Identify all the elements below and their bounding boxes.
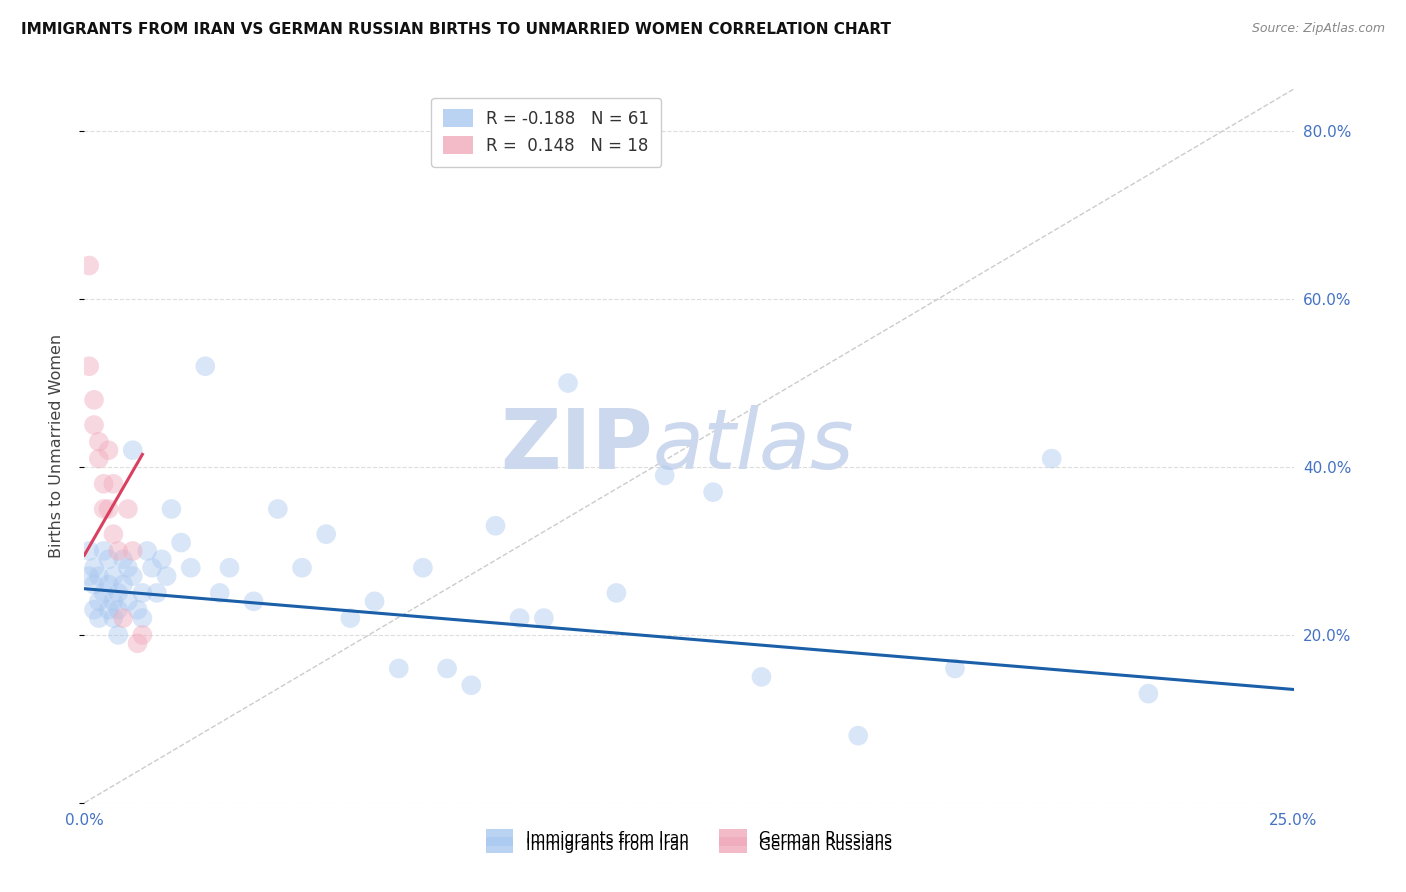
Point bbox=[107, 586, 129, 600]
Point bbox=[103, 527, 125, 541]
Point bbox=[943, 661, 966, 675]
Point bbox=[291, 560, 314, 574]
Point bbox=[103, 476, 125, 491]
Point bbox=[702, 485, 724, 500]
Point bbox=[93, 544, 115, 558]
Point bbox=[107, 628, 129, 642]
Point bbox=[509, 611, 531, 625]
Text: atlas: atlas bbox=[652, 406, 855, 486]
Point bbox=[484, 518, 506, 533]
Point bbox=[533, 611, 555, 625]
Point bbox=[117, 502, 139, 516]
Point bbox=[117, 560, 139, 574]
Point bbox=[93, 476, 115, 491]
Point bbox=[150, 552, 173, 566]
Point bbox=[170, 535, 193, 549]
Y-axis label: Births to Unmarried Women: Births to Unmarried Women bbox=[49, 334, 63, 558]
Point bbox=[846, 729, 869, 743]
Point bbox=[121, 544, 143, 558]
Point bbox=[83, 417, 105, 432]
Point bbox=[136, 544, 159, 558]
Point bbox=[155, 569, 177, 583]
Point bbox=[127, 603, 149, 617]
Point bbox=[160, 502, 183, 516]
Point bbox=[363, 594, 385, 608]
Point bbox=[83, 603, 105, 617]
Point bbox=[267, 502, 290, 516]
Point bbox=[339, 611, 361, 625]
Point bbox=[107, 603, 129, 617]
Point bbox=[87, 434, 110, 449]
Point bbox=[112, 611, 135, 625]
Point bbox=[93, 586, 115, 600]
Point bbox=[87, 569, 110, 583]
Point bbox=[97, 552, 120, 566]
Point bbox=[315, 527, 337, 541]
Point bbox=[131, 586, 153, 600]
Point bbox=[77, 544, 100, 558]
Point bbox=[460, 678, 482, 692]
Point bbox=[77, 259, 100, 273]
Point bbox=[141, 560, 163, 574]
Point bbox=[83, 560, 105, 574]
Point bbox=[412, 560, 434, 574]
Point bbox=[1137, 687, 1160, 701]
Text: ZIP: ZIP bbox=[501, 406, 652, 486]
Point bbox=[242, 594, 264, 608]
Point bbox=[117, 594, 139, 608]
Point bbox=[103, 611, 125, 625]
Point bbox=[97, 443, 120, 458]
Point bbox=[112, 577, 135, 591]
Point bbox=[83, 392, 105, 407]
Point bbox=[180, 560, 202, 574]
Point bbox=[97, 577, 120, 591]
Point bbox=[388, 661, 411, 675]
Point bbox=[121, 569, 143, 583]
Point bbox=[77, 569, 100, 583]
Point bbox=[121, 443, 143, 458]
Point bbox=[103, 569, 125, 583]
Point bbox=[87, 611, 110, 625]
Point bbox=[436, 661, 458, 675]
Legend: Immigrants from Iran, German Russians: Immigrants from Iran, German Russians bbox=[479, 830, 898, 859]
Point bbox=[218, 560, 240, 574]
Point bbox=[605, 586, 627, 600]
Point bbox=[751, 670, 773, 684]
Point bbox=[127, 636, 149, 650]
Point bbox=[107, 544, 129, 558]
Point bbox=[77, 359, 100, 374]
Point bbox=[97, 502, 120, 516]
Point bbox=[131, 611, 153, 625]
Point bbox=[194, 359, 217, 374]
Text: Source: ZipAtlas.com: Source: ZipAtlas.com bbox=[1251, 22, 1385, 36]
Point bbox=[93, 502, 115, 516]
Point bbox=[83, 577, 105, 591]
Point bbox=[103, 594, 125, 608]
Text: IMMIGRANTS FROM IRAN VS GERMAN RUSSIAN BIRTHS TO UNMARRIED WOMEN CORRELATION CHA: IMMIGRANTS FROM IRAN VS GERMAN RUSSIAN B… bbox=[21, 22, 891, 37]
Point bbox=[654, 468, 676, 483]
Point bbox=[557, 376, 579, 390]
Point bbox=[146, 586, 169, 600]
Point bbox=[97, 603, 120, 617]
Point bbox=[87, 451, 110, 466]
Point bbox=[208, 586, 231, 600]
Point bbox=[131, 628, 153, 642]
Point bbox=[1040, 451, 1063, 466]
Point bbox=[87, 594, 110, 608]
Point bbox=[112, 552, 135, 566]
